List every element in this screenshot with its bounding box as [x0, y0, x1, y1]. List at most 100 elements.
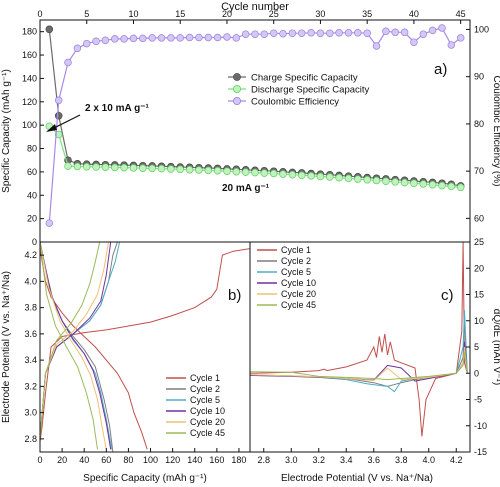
b-discharge-cycle-1 — [40, 248, 148, 450]
point-discharge-specific-capacity — [344, 174, 353, 183]
point-charge-specific-capacity — [54, 112, 63, 120]
b-charge-cycle-1 — [40, 248, 250, 442]
point-coulombic-efficiency — [382, 27, 390, 36]
point-coulombic-efficiency — [326, 29, 334, 37]
a-xtick-label: 45 — [456, 9, 466, 19]
point-discharge-specific-capacity — [382, 177, 390, 185]
point-discharge-specific-capacity — [223, 167, 231, 175]
point-coulombic-efficiency — [400, 28, 409, 37]
point-coulombic-efficiency — [129, 34, 138, 43]
series-line-discharge-specific-capacity — [48, 125, 461, 188]
point-coulombic-efficiency — [344, 29, 353, 37]
panel-c-ylabel: dQ/dE (mAh V⁻¹) — [491, 309, 500, 385]
panel-a-frame — [39, 19, 471, 243]
point-coulombic-efficiency — [54, 96, 63, 105]
point-discharge-specific-capacity — [400, 178, 409, 187]
c-curves — [250, 242, 468, 437]
b-ytick-label: 4.0 — [24, 276, 37, 286]
c-ytick-label: 5 — [474, 342, 479, 352]
c-xtick-label: 3.8 — [395, 455, 408, 465]
point-discharge-specific-capacity — [232, 167, 241, 176]
a-ytick-right-label: 100 — [474, 24, 489, 34]
point-coulombic-efficiency — [195, 33, 203, 42]
point-coulombic-efficiency — [251, 30, 259, 38]
b-xtick-label: 100 — [143, 455, 158, 465]
annotation-10mA: 2 x 10 mA g⁻¹ — [46, 103, 149, 132]
b-xtick-label: 180 — [231, 455, 246, 465]
point-coulombic-efficiency — [269, 29, 278, 37]
point-discharge-specific-capacity — [428, 180, 437, 189]
point-discharge-specific-capacity — [120, 163, 128, 172]
b-xtick-label: 20 — [57, 455, 67, 465]
point-discharge-specific-capacity — [447, 182, 456, 191]
point-coulombic-efficiency — [176, 34, 184, 42]
a-ytick-left-label: 100 — [22, 120, 37, 130]
c-ytick-label: 15 — [474, 290, 484, 300]
point-discharge-specific-capacity — [213, 166, 222, 175]
a-xtick-label: 30 — [315, 9, 325, 19]
c-xtick-label: 3.2 — [312, 455, 325, 465]
panel-a-ylabel-left: Specific Capacity (mAh g⁻¹) — [1, 69, 12, 193]
annotation-arrow-head — [46, 124, 57, 132]
legend-label-discharge: Discharge Specific Capacity — [251, 85, 370, 96]
point-coulombic-efficiency — [139, 34, 147, 43]
panel-a-label: a) — [434, 61, 447, 78]
point-coulombic-efficiency — [288, 29, 297, 37]
c-xtick-label: 4.0 — [422, 455, 435, 465]
c-xtick-label: 3.0 — [285, 455, 298, 465]
a-xtick-label: 35 — [362, 9, 372, 19]
point-discharge-specific-capacity — [419, 180, 428, 188]
a-xtick-label: 0 — [37, 9, 42, 19]
point-discharge-specific-capacity — [438, 181, 446, 190]
legend-label-coulombic: Coulombic Efficiency — [251, 97, 339, 108]
a-ytick-right-label: 70 — [474, 166, 484, 176]
b-xtick-label: 120 — [165, 455, 180, 465]
point-discharge-specific-capacity — [54, 130, 63, 139]
point-coulombic-efficiency — [120, 35, 128, 43]
c-legend-label-cycle-45: Cycle 45 — [281, 300, 316, 310]
c-ytick-label: 25 — [474, 237, 484, 247]
b-ytick-label: 3.4 — [24, 355, 37, 365]
point-coulombic-efficiency — [73, 44, 82, 53]
legend-marker-coulombic — [232, 97, 241, 106]
c-ytick-label: -15 — [474, 447, 487, 457]
b-legend-label-cycle-2: Cycle 2 — [190, 384, 220, 394]
a-xtick-label: 25 — [269, 9, 279, 19]
point-coulombic-efficiency — [372, 42, 381, 50]
b-charge-cycle-45 — [40, 242, 101, 439]
a-xtick-label: 40 — [409, 9, 419, 19]
point-coulombic-efficiency — [363, 29, 371, 37]
point-coulombic-efficiency — [82, 39, 91, 48]
point-coulombic-efficiency — [64, 58, 72, 67]
point-discharge-specific-capacity — [148, 164, 156, 173]
point-discharge-specific-capacity — [288, 170, 297, 179]
panel-c-label: c) — [441, 287, 454, 304]
panel-b-xlabel: Specific Capacity (mAh g⁻¹) — [83, 473, 207, 484]
point-discharge-specific-capacity — [139, 164, 147, 172]
b-curves — [40, 242, 250, 452]
a-ytick-left-label: 20 — [27, 214, 37, 224]
b-xtick-label: 80 — [123, 455, 133, 465]
point-coulombic-efficiency — [335, 29, 343, 37]
b-discharge-cycle-45 — [40, 242, 98, 450]
point-coulombic-efficiency — [419, 30, 428, 38]
point-coulombic-efficiency — [391, 28, 399, 37]
point-discharge-specific-capacity — [410, 179, 418, 188]
point-discharge-specific-capacity — [82, 163, 91, 171]
point-coulombic-efficiency — [307, 29, 315, 37]
c-xtick-label: 2.8 — [257, 455, 270, 465]
point-discharge-specific-capacity — [279, 170, 287, 178]
b-legend-label-cycle-1: Cycle 1 — [190, 373, 220, 383]
point-coulombic-efficiency — [279, 29, 287, 38]
c-xtick-label: 3.4 — [340, 455, 353, 465]
point-discharge-specific-capacity — [129, 164, 138, 172]
b-xtick-label: 140 — [187, 455, 202, 465]
a-ytick-left-label: 60 — [27, 167, 37, 177]
point-discharge-specific-capacity — [204, 166, 213, 175]
point-discharge-specific-capacity — [335, 173, 343, 182]
point-coulombic-efficiency — [232, 34, 241, 42]
point-coulombic-efficiency — [167, 34, 175, 42]
b-ytick-label: 2.8 — [24, 434, 37, 444]
a-xtick-label: 15 — [175, 9, 185, 19]
